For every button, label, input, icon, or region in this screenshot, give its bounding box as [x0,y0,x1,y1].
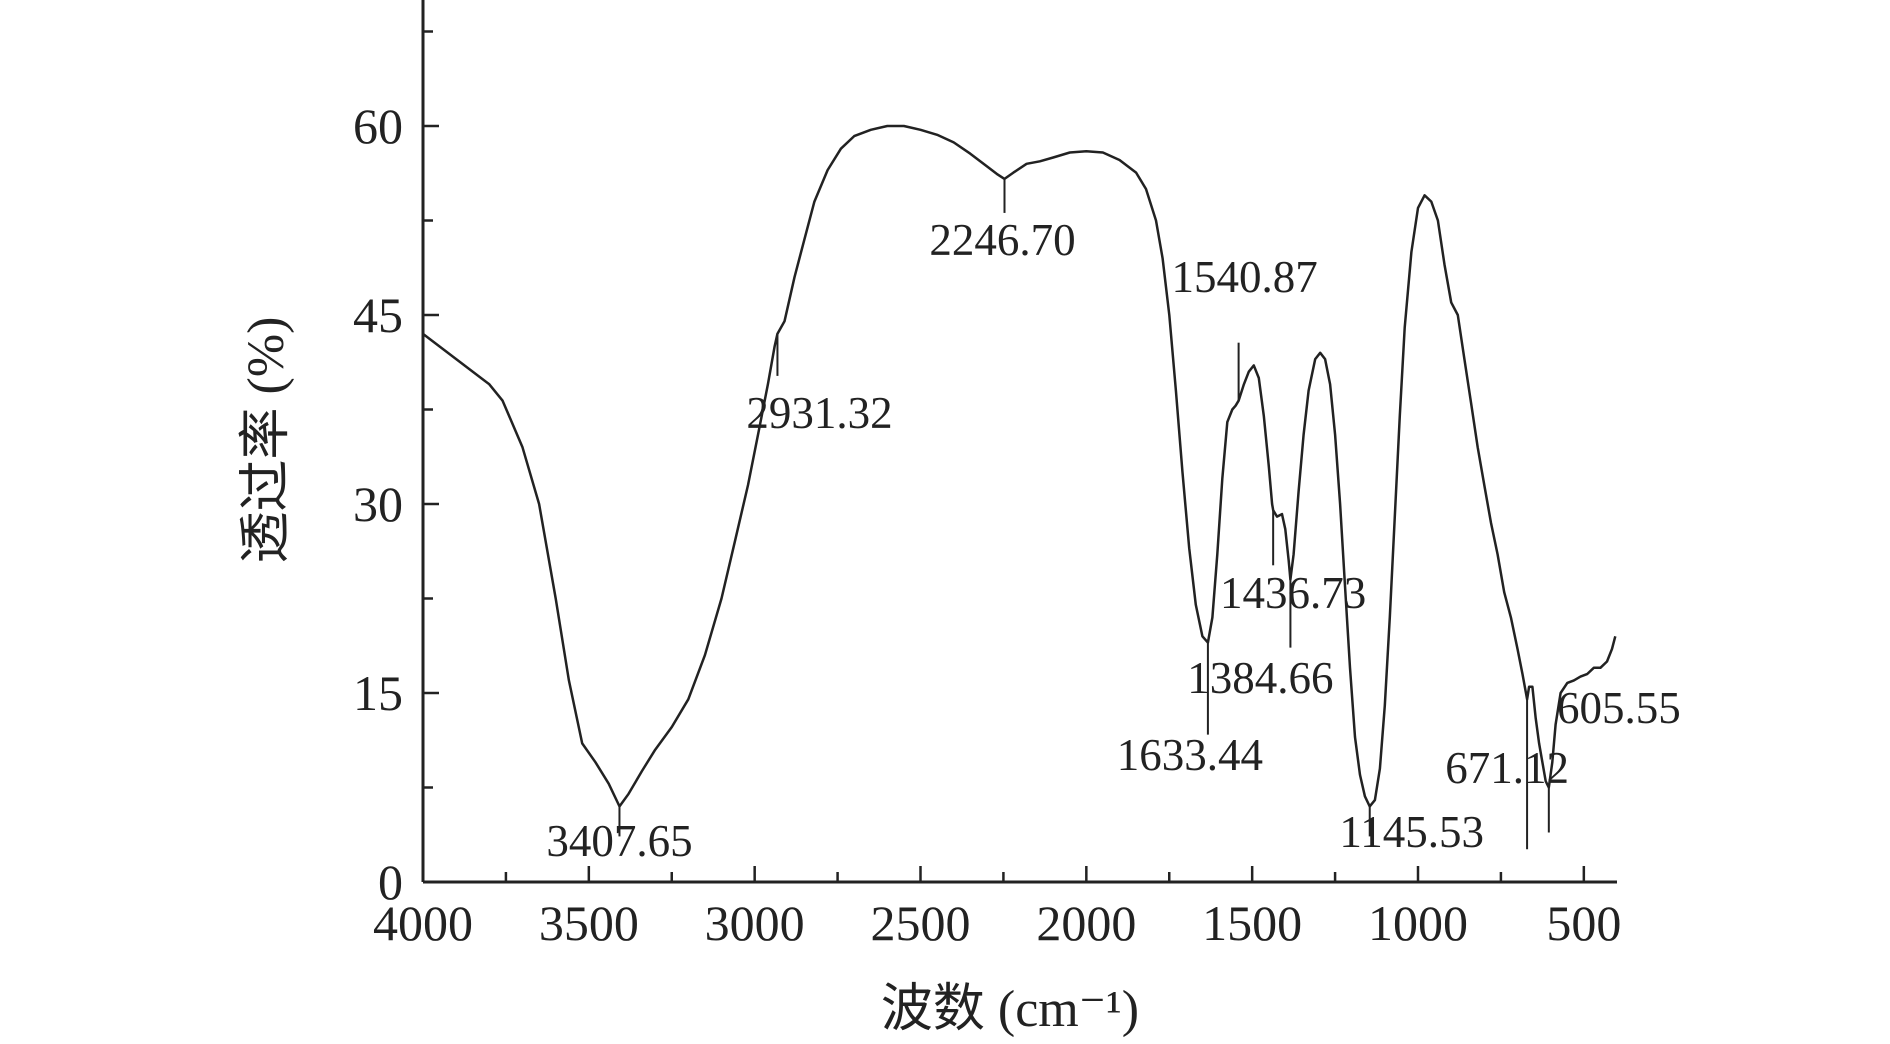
y-tick-label: 60 [353,98,403,154]
peak-label: 1436.73 [1220,568,1366,618]
x-tick-label: 3000 [705,895,805,951]
x-tick-label: 1500 [1202,895,1302,951]
peak-label: 2931.32 [746,388,892,438]
y-tick-label: 30 [353,476,403,532]
y-tick-label: 0 [378,854,403,910]
axes [421,0,1617,884]
y-tick-label: 15 [353,665,403,721]
peak-label: 605.55 [1557,683,1681,733]
x-tick-label: 500 [1546,895,1621,951]
y-tick-label: 45 [353,287,403,343]
peak-label: 3407.65 [546,816,692,866]
peak-label: 2246.70 [929,215,1075,265]
spectrum-line [422,124,1617,808]
x-tick-label: 4000 [373,895,473,951]
y-axis-title: 透过率 (%) [238,317,295,564]
x-tick-label: 1000 [1368,895,1468,951]
series-layer [422,124,1617,808]
x-tick-label: 2500 [871,895,971,951]
x-axis-title: 波数 (cm⁻¹) [881,981,1139,1038]
peak-label: 671.12 [1445,743,1569,793]
peak-label: 1633.44 [1117,730,1263,780]
x-tick-label: 3500 [539,895,639,951]
peak-annotations: 3407.65 2931.32 2246.70 1540.87 1436.73 1384.… [546,178,1681,866]
x-tick-label: 2000 [1036,895,1136,951]
peak-label: 1145.53 [1339,807,1484,857]
ticks: 0 15 30 45 60 4000 3500 3000 2500 2000 1500 1000 500 [353,30,1621,951]
peak-label: 1540.87 [1171,252,1317,302]
peak-label: 1384.66 [1187,653,1333,703]
